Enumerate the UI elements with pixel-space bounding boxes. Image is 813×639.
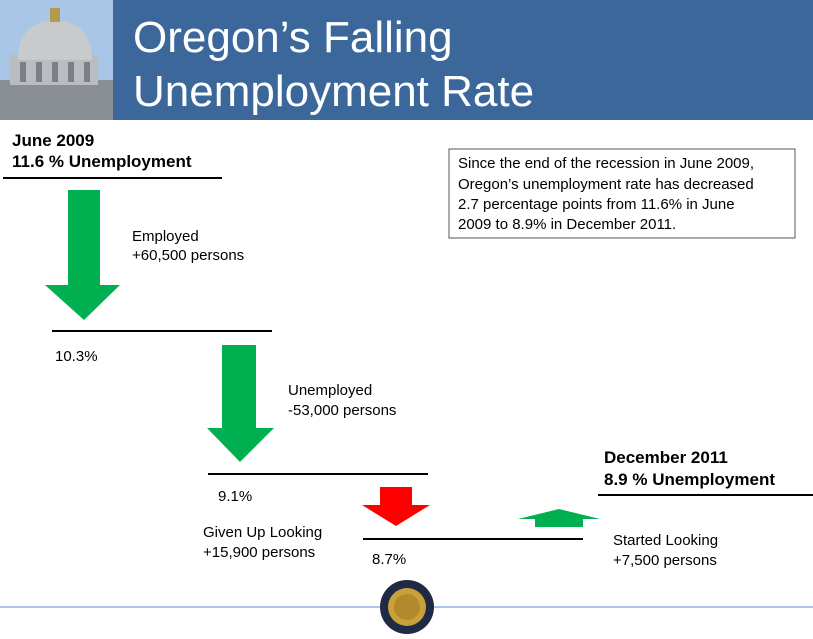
note-line: Since the end of the recession in June 2…	[458, 155, 754, 172]
level-label: 9.1%	[218, 488, 252, 505]
start-date: June 2009	[12, 131, 94, 150]
step-change: -53,000 persons	[288, 402, 396, 419]
level-label: 10.3%	[55, 348, 98, 365]
step-change: +7,500 persons	[613, 552, 717, 569]
state-seal	[380, 580, 434, 634]
step-label: Started Looking	[613, 532, 718, 549]
title-line: Unemployment Rate	[133, 67, 534, 116]
step-change: +15,900 persons	[203, 544, 315, 561]
end-rate: 8.9 % Unemployment	[604, 470, 775, 489]
capitol-image	[0, 0, 113, 120]
down-arrow	[45, 190, 120, 320]
step-label: Employed	[132, 228, 199, 245]
note-line: 2.7 percentage points from 11.6% in June	[458, 196, 735, 213]
end-date: December 2011	[604, 448, 728, 467]
note-line: Oregon’s unemployment rate has decreased	[458, 176, 754, 193]
step-label: Unemployed	[288, 382, 372, 399]
up-arrow	[518, 509, 600, 527]
level-label: 8.7%	[372, 551, 406, 568]
start-rate: 11.6 % Unemployment	[12, 152, 192, 171]
note-line: 2009 to 8.9% in December 2011.	[458, 216, 676, 233]
down-arrow	[362, 487, 430, 526]
title-bar	[113, 0, 813, 120]
title-line: Oregon’s Falling	[133, 13, 453, 62]
step-label: Given Up Looking	[203, 524, 322, 541]
note-box	[448, 148, 796, 239]
step-change: +60,500 persons	[132, 247, 244, 264]
down-arrow	[207, 345, 274, 462]
